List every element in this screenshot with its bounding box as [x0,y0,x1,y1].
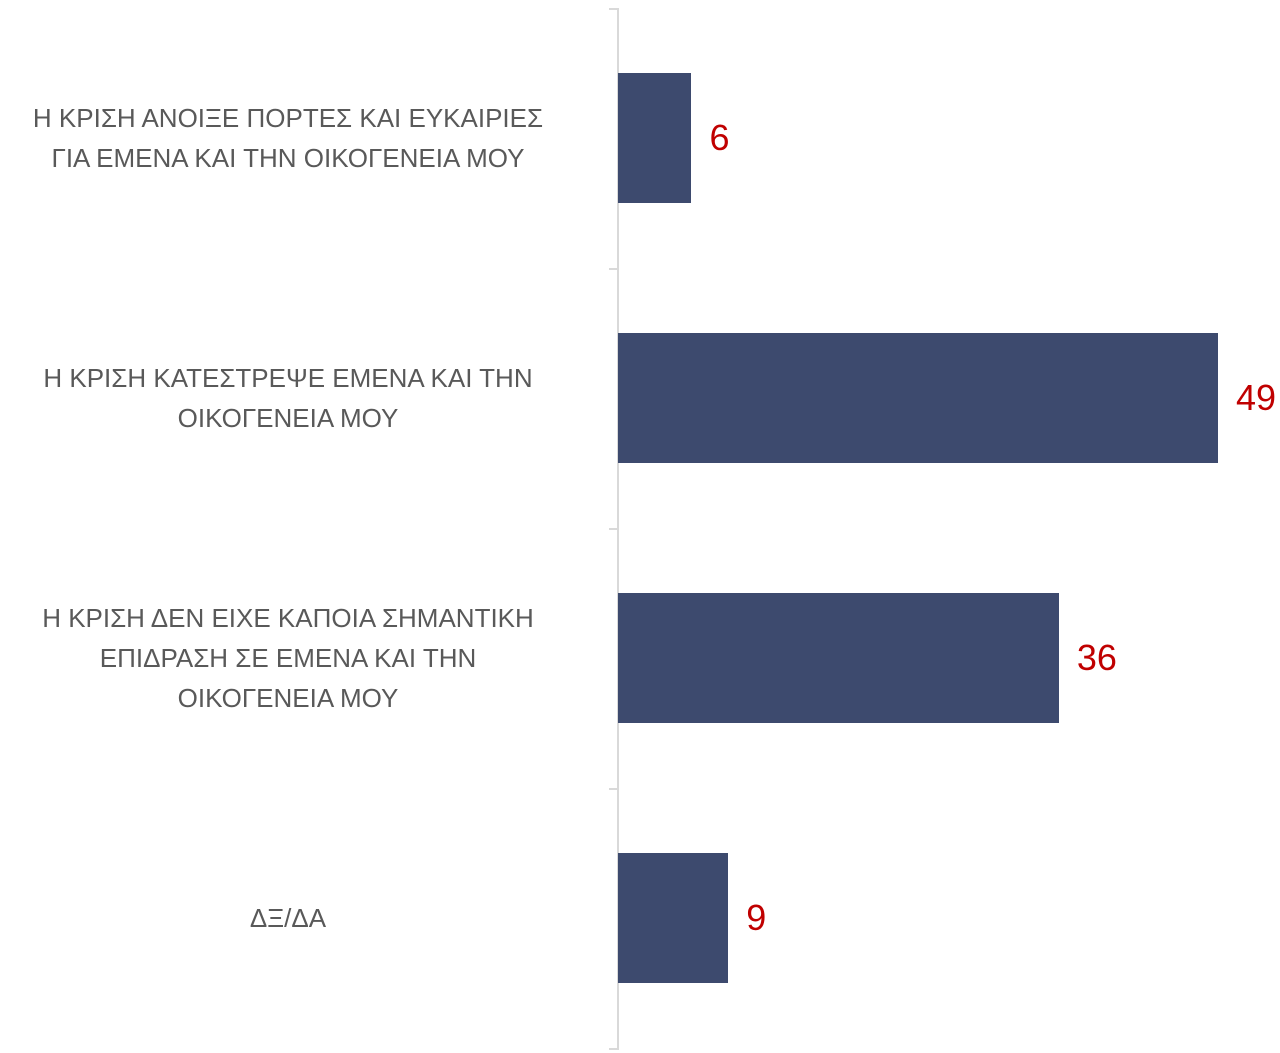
axis-line [617,8,619,1050]
value-label: 49 [1236,377,1277,418]
bar [618,333,1218,463]
tick-mark [609,268,618,270]
value-label: 9 [746,897,767,938]
tick-mark [609,8,618,10]
category-label: Η ΚΡΙΣΗ ΚΑΤΕΣΤΡΕΨΕ ΕΜΕΝΑ ΚΑΙ ΤΗΝ ΟΙΚΟΓΕΝ… [43,363,533,433]
bar [618,593,1059,723]
category-label: Η ΚΡΙΣΗ ΔΕΝ ΕΙΧΕ ΚΑΠΟΙΑ ΣΗΜΑΝΤΙΚΗ ΕΠΙΔΡΑ… [42,603,534,713]
bar [618,853,729,983]
tick-mark [609,788,618,790]
value-label: 36 [1076,637,1117,678]
tick-mark [609,528,618,530]
category-label: ΔΞ/ΔΑ [249,903,327,933]
tick-mark [609,1048,618,1050]
category-label: Η ΚΡΙΣΗ ΑΝΟΙΞΕ ΠΟΡΤΕΣ ΚΑΙ ΕΥΚΑΙΡΙΕΣ ΓΙΑ … [32,103,544,173]
value-label: 6 [709,117,730,158]
bar [618,73,692,203]
